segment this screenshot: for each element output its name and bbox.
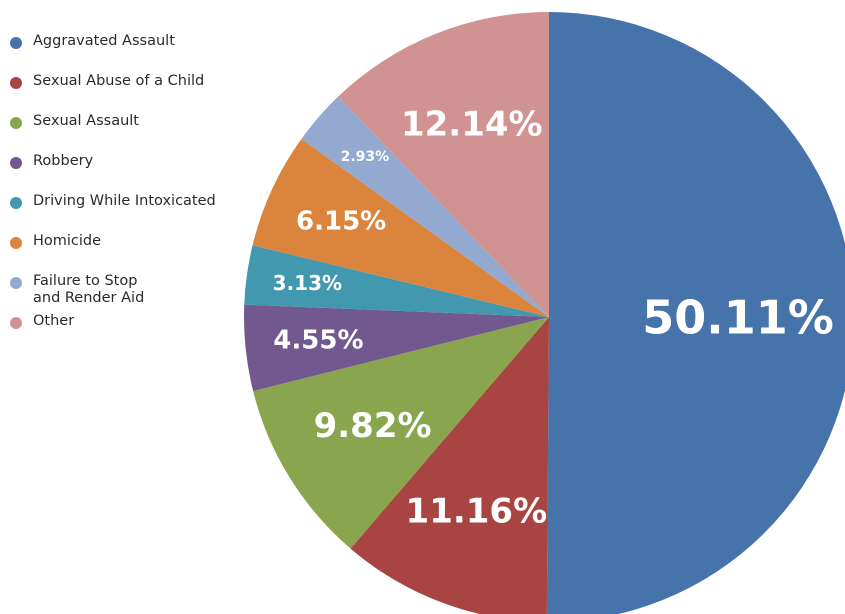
legend-item: Robbery [10, 153, 216, 193]
legend-item: Failure to Stop and Render Aid [10, 273, 216, 313]
legend-label: Driving While Intoxicated [33, 193, 216, 209]
pie-slice [252, 138, 549, 317]
legend-label: Sexual Abuse of a Child [33, 73, 205, 89]
legend-item: Sexual Abuse of a Child [10, 73, 216, 113]
legend-item: Homicide [10, 233, 216, 273]
legend-swatch [10, 237, 22, 249]
pie-slice [253, 317, 550, 549]
slice-value-label: 11.16% [406, 491, 548, 531]
slice-value-label: 12.14% [401, 105, 543, 145]
legend-swatch [10, 77, 22, 89]
legend-swatch [10, 37, 22, 49]
pie-slice [338, 11, 549, 317]
pie-slice [243, 304, 549, 392]
pie-slice [546, 12, 845, 614]
legend-label: Homicide [33, 233, 102, 249]
legend-label: Aggravated Assault [33, 33, 175, 49]
legend-label: Sexual Assault [33, 113, 139, 129]
slice-value-label: 3.13% [273, 271, 342, 295]
legend-swatch [10, 277, 22, 289]
legend-label: Failure to Stop and Render Aid [33, 273, 145, 306]
slice-value-label: 9.82% [314, 406, 432, 446]
legend: Aggravated Assault Sexual Abuse of a Chil… [10, 33, 216, 353]
legend-swatch [10, 157, 22, 169]
pie-slice [301, 96, 549, 317]
legend-item: Other [10, 313, 216, 353]
pie-slice [244, 245, 549, 317]
legend-label: Other [33, 313, 75, 329]
legend-label: Robbery [33, 153, 94, 169]
legend-item: Aggravated Assault [10, 33, 216, 73]
legend-item: Driving While Intoxicated [10, 193, 216, 233]
slice-value-label: 50.11% [642, 291, 834, 345]
legend-swatch [10, 117, 22, 129]
slice-value-label: 2.93% [341, 149, 390, 165]
legend-swatch [10, 317, 22, 329]
slice-value-label: 4.55% [273, 326, 363, 356]
legend-swatch [10, 197, 22, 209]
legend-item: Sexual Assault [10, 113, 216, 153]
slice-value-label: 6.15% [296, 207, 386, 237]
pie-slice [350, 317, 549, 614]
